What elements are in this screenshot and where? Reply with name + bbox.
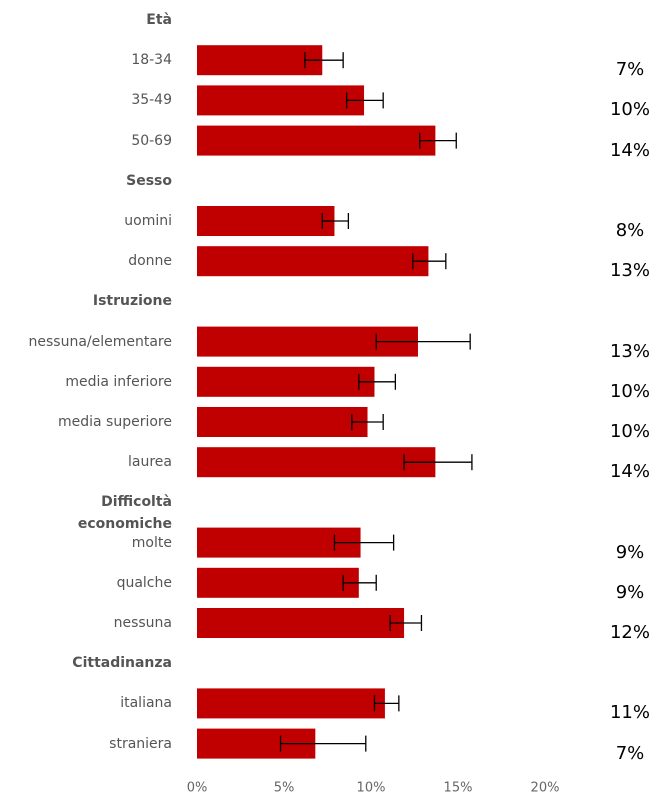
x-tick-label: 15% (444, 781, 473, 796)
value-label: 7% (615, 59, 645, 81)
category-label: molte (131, 534, 172, 551)
bar (197, 608, 405, 638)
x-tick-label: 10% (357, 781, 386, 796)
value-label: 9% (615, 541, 645, 563)
category-label: italiana (120, 695, 172, 712)
error-bar (345, 92, 384, 109)
category-label: nessuna (113, 615, 172, 631)
error-bar (403, 454, 473, 471)
category-label: media inferiore (65, 373, 172, 390)
error-bar (375, 333, 471, 350)
bar (197, 45, 323, 76)
category-label: donne (128, 253, 172, 270)
group-header: Istruzione (92, 293, 172, 310)
value-label: 13% (609, 340, 650, 362)
x-tick-label: 5% (274, 781, 295, 796)
category-label: straniera (109, 735, 172, 752)
value-label: 14% (609, 461, 650, 483)
bar (197, 366, 375, 397)
value-label: 12% (609, 622, 650, 643)
error-bar (304, 52, 344, 69)
category-label: nessuna/elementare (28, 333, 173, 350)
error-bar (373, 695, 400, 712)
value-label: 9% (615, 581, 645, 603)
value-label: 7% (615, 742, 645, 764)
x-tick-label: 20% (531, 781, 560, 796)
value-label: 10% (609, 380, 650, 402)
error-bar (351, 414, 384, 430)
bar (197, 567, 359, 598)
bar (197, 246, 429, 277)
category-label: laurea (128, 454, 172, 471)
value-label: 10% (609, 99, 650, 121)
error-bar (333, 534, 395, 551)
group-header: Età (146, 12, 172, 28)
bar (197, 688, 385, 719)
category-label: media superiore (58, 414, 172, 430)
category-label: uomini (124, 213, 172, 229)
error-bar (412, 253, 447, 270)
x-tick-label: 0% (187, 781, 208, 796)
value-label: 13% (609, 260, 650, 282)
value-label: 8% (615, 220, 645, 241)
category-label: qualche (116, 574, 172, 591)
group-header: Difficoltà economiche (77, 494, 172, 533)
value-label: 10% (609, 421, 650, 442)
category-label: 50-69 (131, 132, 172, 149)
group-header: Sesso (126, 172, 172, 189)
value-label: 14% (609, 139, 650, 161)
error-bar (342, 574, 377, 591)
error-bar (358, 373, 397, 390)
error-bar (419, 132, 457, 149)
bar (197, 85, 365, 116)
error-bar (389, 615, 423, 631)
group-header: Cittadinanza (72, 655, 172, 672)
bar (197, 125, 436, 156)
error-bar (321, 213, 350, 229)
error-bar (279, 735, 367, 752)
bar (197, 407, 368, 437)
value-label: 11% (609, 702, 650, 724)
category-label: 35-49 (131, 92, 172, 109)
bar (197, 206, 335, 236)
category-label: 18-34 (131, 52, 172, 69)
bar (197, 447, 436, 478)
bar (197, 527, 361, 558)
